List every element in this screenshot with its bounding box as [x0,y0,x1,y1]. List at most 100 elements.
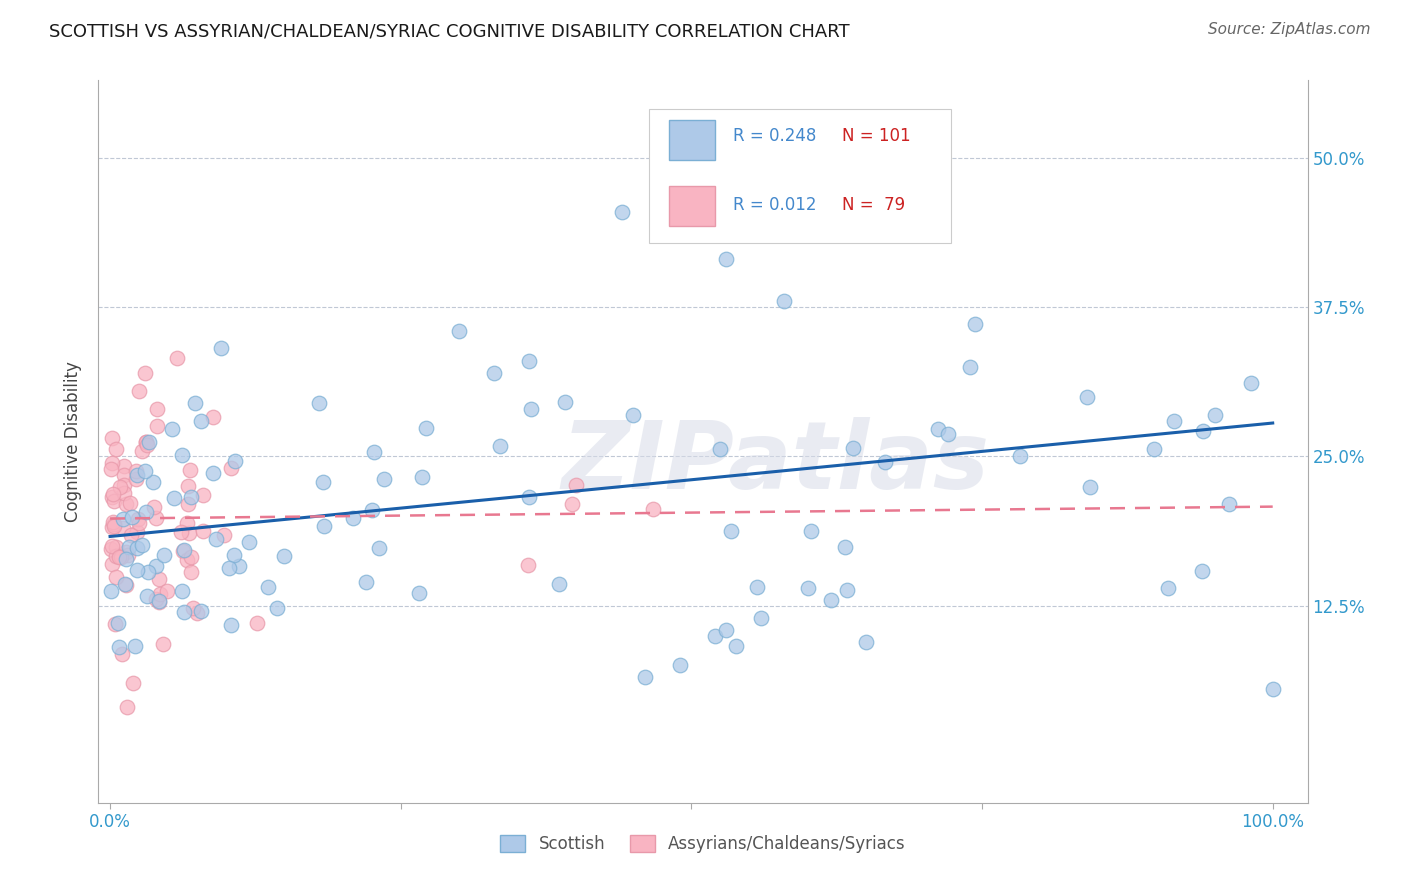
Point [482,366,505,380]
Point [117,548,139,562]
Point [222,548,245,562]
Point [314,519,336,533]
Point [184,396,207,410]
Point [170,524,193,539]
Point [186,606,208,620]
Point [212,528,235,542]
Point [101,539,124,553]
Point [122,676,145,690]
Point [855,634,877,648]
Point [135,435,157,450]
Point [125,541,148,555]
Point [162,422,184,436]
Point [117,700,139,714]
Point [202,409,225,424]
Text: SCOTTISH VS ASSYRIAN/CHALDEAN/SYRIAC COGNITIVE DISABILITY CORRELATION CHART: SCOTTISH VS ASSYRIAN/CHALDEAN/SYRIAC COG… [49,22,849,40]
Text: R = 0.248: R = 0.248 [734,127,817,145]
Point [179,463,201,477]
Point [796,581,818,595]
Point [1143,442,1166,456]
Point [709,442,731,456]
Point [668,658,690,673]
Point [520,402,543,417]
Point [1218,498,1240,512]
Point [773,294,796,309]
Point [820,592,842,607]
Point [257,580,280,594]
Point [111,647,134,661]
Point [193,488,215,502]
Point [1192,424,1215,438]
Point [621,408,644,422]
Point [219,461,242,475]
Point [135,505,157,519]
Point [112,512,135,526]
Point [1261,682,1284,697]
Point [163,491,186,505]
Point [115,545,138,559]
Point [134,366,156,380]
Text: N = 101: N = 101 [842,127,911,145]
Point [152,637,174,651]
Point [634,670,657,684]
Point [148,572,170,586]
Point [112,468,135,483]
Point [408,585,430,599]
Point [107,616,129,631]
Point [136,438,159,452]
Point [105,569,128,583]
Point [153,549,176,563]
Point [100,461,122,475]
Point [127,468,149,483]
Point [180,550,202,565]
Point [103,487,125,501]
Point [105,549,128,563]
Point [1010,450,1032,464]
Point [209,342,232,356]
Point [170,583,193,598]
Point [342,510,364,524]
Point [834,541,856,555]
Point [104,616,127,631]
Point [105,540,128,554]
Point [173,543,195,558]
Point [1157,581,1180,595]
Point [180,565,202,579]
Point [747,580,769,594]
Point [354,574,377,589]
Point [136,565,159,579]
Y-axis label: Cognitive Disability: Cognitive Disability [65,361,83,522]
Point [131,538,153,552]
Point [125,464,148,478]
Point [145,511,167,525]
Point [103,493,125,508]
Point [360,503,382,517]
Point [311,475,333,489]
Point [134,464,156,478]
FancyBboxPatch shape [669,186,716,227]
Point [373,472,395,486]
Point [1163,414,1185,428]
Point [641,501,664,516]
Point [103,515,125,529]
Point [127,511,149,525]
Point [724,639,747,653]
Point [127,524,149,539]
Point [224,453,246,467]
Point [202,467,225,481]
Point [156,583,179,598]
Point [177,479,200,493]
Point [565,478,588,492]
Point [131,443,153,458]
Point [205,532,228,546]
Point [720,524,742,538]
Point [148,593,170,607]
Point [108,480,131,494]
Point [190,414,212,428]
Point [927,422,949,436]
Point [166,351,188,365]
Point [142,500,165,515]
Point [246,616,269,631]
Point [266,601,288,615]
Point [1240,376,1263,390]
